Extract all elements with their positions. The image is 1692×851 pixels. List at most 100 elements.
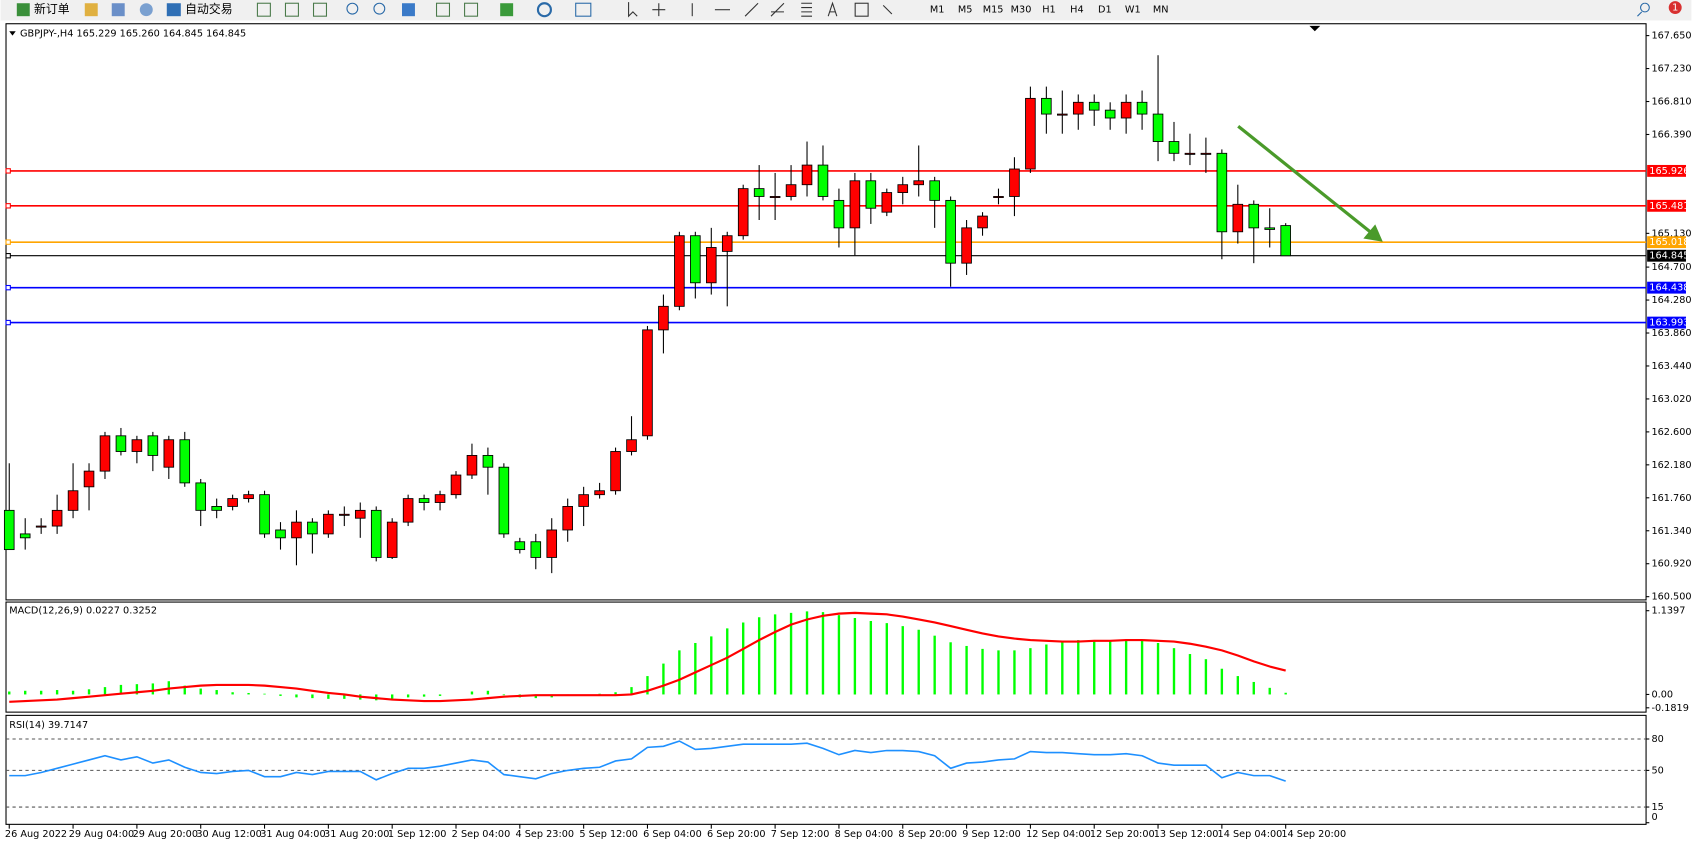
candle-body — [1168, 141, 1180, 154]
candle-body — [801, 164, 813, 186]
timeframe-button[interactable]: M30 — [1011, 5, 1032, 16]
candle-body — [418, 498, 430, 503]
candle-body — [865, 180, 877, 209]
zoom-in[interactable] — [346, 2, 359, 15]
new-order-icon[interactable] — [16, 3, 30, 17]
candle-body — [370, 509, 382, 558]
candle-body — [131, 439, 143, 452]
x-tick-label: 12 Sep 04:00 — [1026, 829, 1091, 840]
candle-body — [1232, 203, 1244, 233]
timeframe-button[interactable]: D1 — [1098, 5, 1112, 16]
candle-body — [323, 513, 334, 535]
macd-panel — [5, 601, 1647, 713]
timeframe-button[interactable]: H1 — [1042, 5, 1055, 16]
candle-body — [514, 541, 526, 551]
x-tick-label: 4 Sep 23:00 — [516, 829, 575, 840]
y-tick-label: 164.700 — [1651, 262, 1691, 273]
candle-body — [642, 329, 653, 437]
macd-title: MACD(12,26,9) 0.0227 0.3252 — [9, 606, 157, 617]
label-tool[interactable] — [854, 2, 869, 17]
timeframe-button[interactable]: M1 — [930, 5, 945, 16]
indicators[interactable] — [500, 3, 514, 17]
timeframe-button[interactable]: MN — [1153, 5, 1169, 16]
timeframe-button[interactable]: M15 — [983, 5, 1004, 16]
x-tick-label: 29 Aug 20:00 — [133, 829, 198, 840]
tool-icon[interactable] — [111, 3, 125, 17]
candle-body — [753, 188, 765, 197]
y-tick-label: 167.230 — [1651, 64, 1691, 75]
y-tick-label: 50 — [1651, 765, 1663, 776]
candle-body — [466, 454, 478, 476]
y-tick-label: 161.760 — [1651, 493, 1691, 504]
level-handle — [5, 253, 11, 259]
tool-icon[interactable] — [435, 2, 451, 17]
x-tick-label: 1 Sep 12:00 — [388, 829, 447, 840]
level-label: 165.926 — [1649, 166, 1689, 177]
y-tick-label: -0.1819 — [1651, 703, 1688, 714]
fibo-tool[interactable] — [801, 2, 813, 17]
tool-icon[interactable] — [84, 3, 98, 17]
candle-body — [498, 466, 510, 535]
tool-icon[interactable] — [464, 2, 479, 17]
y-tick-label: 164.280 — [1651, 295, 1691, 306]
candle-body — [1184, 152, 1196, 155]
auto-trading-button[interactable]: 自动交易 — [185, 2, 232, 16]
candle-body — [674, 235, 685, 307]
search-icon[interactable] — [1637, 2, 1650, 17]
y-tick-label: 160.500 — [1651, 592, 1691, 603]
crosshair-tool[interactable] — [652, 3, 666, 17]
rsi-line — [9, 740, 1286, 782]
x-tick-label: 8 Sep 04:00 — [835, 829, 894, 840]
candle-body — [1057, 113, 1068, 116]
candle-body — [1248, 203, 1260, 229]
toolbar-bg — [0, 0, 1692, 21]
shift-marker — [1309, 25, 1321, 32]
candle-body — [1072, 101, 1084, 115]
timeframe-button[interactable]: W1 — [1125, 5, 1141, 16]
candle-body — [195, 482, 207, 511]
x-tick-label: 9 Sep 12:00 — [962, 829, 1021, 840]
arrows-tool[interactable] — [882, 5, 893, 15]
candle-body — [849, 180, 861, 229]
tool-icon[interactable] — [284, 2, 299, 17]
trend-arrow — [1237, 124, 1375, 236]
candle-body — [737, 188, 749, 237]
new-order-button[interactable]: 新订单 — [34, 2, 70, 16]
candle-body — [434, 494, 446, 503]
x-tick-label: 5 Sep 12:00 — [579, 829, 638, 840]
cursor-tool[interactable] — [628, 2, 638, 18]
timeframe-button[interactable]: H4 — [1070, 5, 1083, 16]
timeframe-button[interactable]: M5 — [958, 5, 973, 16]
toolbar: 新订单 自动交易 — [0, 0, 1692, 21]
candle-body — [610, 451, 621, 492]
auto-trading-icon[interactable] — [166, 3, 181, 17]
candle-body — [1088, 101, 1100, 111]
candle-body — [881, 192, 893, 213]
candle-body — [99, 435, 111, 472]
trendline-tool[interactable] — [744, 2, 759, 17]
level-handle — [5, 284, 11, 291]
x-tick-label: 8 Sep 20:00 — [898, 829, 957, 840]
candle-body — [530, 541, 542, 558]
text-tool[interactable] — [827, 1, 838, 17]
candle-body — [945, 199, 956, 264]
zoom-out[interactable] — [373, 2, 386, 15]
tile-windows[interactable] — [401, 3, 415, 17]
channel-tool[interactable] — [770, 2, 785, 17]
candle-body — [339, 513, 350, 516]
tool-icon[interactable] — [256, 2, 271, 17]
x-tick-label: 26 Aug 2022 — [5, 829, 67, 840]
candle-body — [51, 509, 63, 527]
notification-badge[interactable] — [1668, 1, 1682, 15]
y-tick-label: 163.860 — [1651, 328, 1691, 339]
x-tick-label: 14 Sep 20:00 — [1281, 829, 1346, 840]
tool-icon[interactable] — [139, 3, 153, 17]
x-tick-label: 29 Aug 04:00 — [69, 829, 134, 840]
templates[interactable] — [575, 2, 592, 17]
candle-body — [243, 494, 254, 500]
level-label: 164.438 — [1649, 283, 1689, 294]
periods[interactable] — [536, 2, 552, 18]
candle-body — [562, 506, 573, 531]
tool-icon[interactable] — [312, 2, 328, 17]
